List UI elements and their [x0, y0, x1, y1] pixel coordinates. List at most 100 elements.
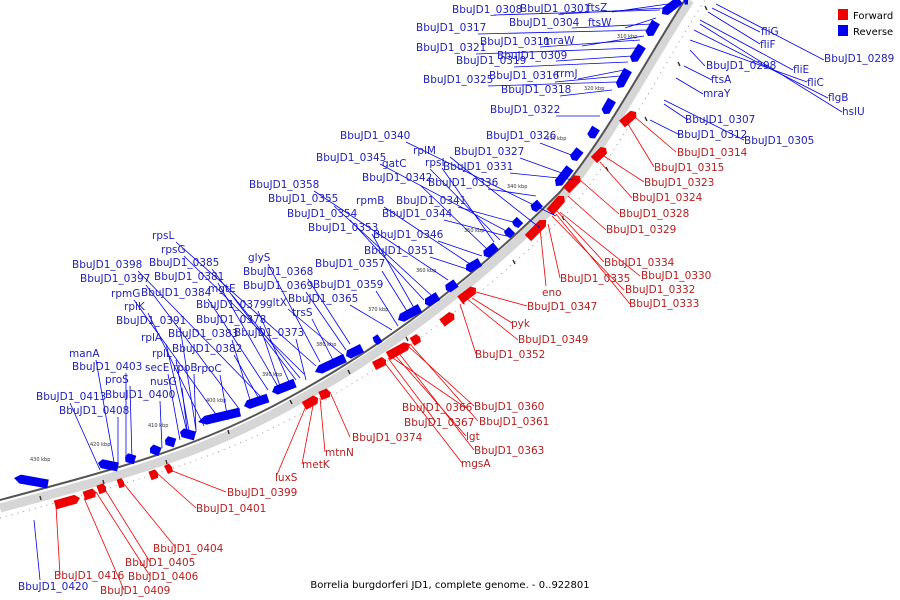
reverse-gene-label[interactable]: BbuJD1_0365	[288, 293, 358, 305]
reverse-gene-label[interactable]: rpsI	[425, 157, 445, 169]
reverse-gene-label[interactable]: BbuJD1_0353	[308, 222, 378, 234]
forward-gene-label[interactable]: BbuJD1_0349	[518, 334, 588, 346]
reverse-gene-arrow[interactable]	[125, 453, 137, 465]
forward-gene-arrow[interactable]	[409, 334, 421, 346]
reverse-gene-label[interactable]: rplK	[124, 301, 146, 313]
reverse-gene-label[interactable]: BbuJD1_0351	[364, 245, 434, 257]
reverse-gene-label[interactable]: BbuJD1_0346	[373, 229, 444, 241]
reverse-gene-label[interactable]: ftsZ	[587, 2, 607, 14]
reverse-gene-label[interactable]: BbuJD1_0311	[480, 36, 550, 48]
forward-gene-label[interactable]: BbuJD1_0363	[474, 445, 544, 457]
forward-gene-label[interactable]: metK	[302, 459, 331, 471]
reverse-gene-label[interactable]: BbuJD1_0368	[243, 266, 313, 278]
forward-gene-label[interactable]: BbuJD1_0374	[352, 432, 423, 444]
forward-gene-arrow[interactable]	[116, 478, 125, 489]
forward-gene-label[interactable]: lgt	[466, 431, 480, 443]
forward-gene-arrow[interactable]	[148, 469, 159, 481]
forward-gene-label[interactable]: mtnN	[325, 447, 354, 459]
reverse-gene-arrow[interactable]	[466, 258, 483, 273]
reverse-gene-label[interactable]: BbuJD1_0331	[443, 161, 513, 173]
reverse-gene-label[interactable]: BbuJD1_0381	[154, 271, 224, 283]
reverse-gene-label[interactable]: BbuJD1_0316	[489, 70, 560, 82]
forward-gene-label[interactable]: eno	[542, 287, 562, 299]
reverse-gene-label[interactable]: BbuJD1_0373	[234, 327, 304, 339]
reverse-gene-label[interactable]: rplL	[152, 348, 172, 360]
forward-gene-label[interactable]: BbuJD1_0360	[474, 401, 544, 413]
forward-gene-label[interactable]: mgsA	[461, 458, 491, 470]
reverse-gene-label[interactable]: trsS	[292, 307, 313, 319]
reverse-gene-arrow[interactable]	[398, 304, 423, 322]
forward-gene-arrow[interactable]	[590, 146, 608, 164]
reverse-gene-label[interactable]: glyS	[248, 252, 271, 264]
reverse-gene-arrow[interactable]	[587, 125, 600, 139]
reverse-gene-label[interactable]: BbuJD1_0397	[80, 273, 150, 285]
forward-gene-arrow[interactable]	[546, 195, 565, 215]
reverse-gene-arrow[interactable]	[165, 436, 177, 448]
reverse-gene-label[interactable]: rpsG	[161, 244, 186, 256]
reverse-gene-label[interactable]: fliE	[793, 64, 809, 76]
reverse-gene-label[interactable]: BbuJD1_0379	[196, 299, 266, 311]
forward-gene-label[interactable]: BbuJD1_0330	[641, 270, 711, 282]
forward-gene-label[interactable]: BbuJD1_0401	[196, 503, 266, 515]
forward-gene-arrow[interactable]	[457, 286, 476, 304]
forward-gene-arrow[interactable]	[318, 388, 330, 401]
reverse-gene-arrow[interactable]	[98, 459, 119, 472]
reverse-gene-label[interactable]: BbuJD1_0357	[315, 258, 385, 270]
reverse-gene-label[interactable]: ftsW	[588, 17, 612, 29]
reverse-gene-label[interactable]: gltX	[266, 297, 287, 309]
reverse-gene-arrow[interactable]	[569, 147, 584, 162]
reverse-gene-label[interactable]: BbuJD1_0383	[168, 328, 238, 340]
reverse-gene-label[interactable]: BbuJD1_0307	[685, 114, 755, 126]
reverse-gene-label[interactable]: fliC	[807, 77, 824, 89]
forward-gene-arrow[interactable]	[371, 357, 386, 371]
reverse-gene-arrow[interactable]	[530, 199, 543, 213]
reverse-gene-label[interactable]: hslU	[842, 106, 865, 118]
reverse-gene-label[interactable]: BbuJD1_0308	[452, 4, 522, 16]
reverse-gene-label[interactable]: BbuJD1_0298	[706, 60, 776, 72]
reverse-gene-label[interactable]: BbuJD1_0321	[416, 42, 486, 54]
reverse-gene-arrow[interactable]	[615, 67, 632, 88]
reverse-gene-label[interactable]: BbuJD1_0355	[268, 193, 338, 205]
reverse-gene-arrow[interactable]	[645, 19, 660, 36]
reverse-gene-arrow[interactable]	[150, 444, 162, 457]
forward-gene-label[interactable]: BbuJD1_0404	[153, 543, 224, 555]
reverse-gene-label[interactable]: rpoB	[173, 362, 198, 374]
forward-gene-label[interactable]: BbuJD1_0352	[475, 349, 545, 361]
reverse-gene-label[interactable]: rplA	[141, 332, 163, 344]
forward-gene-label[interactable]: BbuJD1_0367	[404, 417, 474, 429]
reverse-gene-label[interactable]: BbuJD1_0301	[520, 3, 590, 15]
forward-gene-label[interactable]: BbuJD1_0409	[100, 585, 170, 597]
reverse-gene-label[interactable]: BbuJD1_0382	[172, 343, 242, 355]
reverse-gene-label[interactable]: rrmJ	[556, 68, 578, 80]
forward-gene-label[interactable]: BbuJD1_0332	[625, 284, 695, 296]
reverse-gene-arrow[interactable]	[483, 242, 499, 258]
forward-gene-label[interactable]: BbuJD1_0347	[527, 301, 597, 313]
reverse-gene-label[interactable]: manA	[69, 348, 100, 360]
reverse-gene-label[interactable]: proS	[105, 374, 129, 386]
reverse-gene-label[interactable]: BbuJD1_0336	[428, 177, 499, 189]
forward-gene-arrow[interactable]	[163, 463, 173, 475]
reverse-gene-label[interactable]: BbuJD1_0340	[340, 130, 410, 142]
reverse-gene-label[interactable]: BbuJD1_0318	[501, 84, 571, 96]
reverse-gene-label[interactable]: BbuJD1_0305	[744, 135, 814, 147]
reverse-gene-label[interactable]: BbuJD1_0327	[454, 146, 524, 158]
reverse-gene-arrow[interactable]	[554, 165, 574, 186]
reverse-gene-label[interactable]: gatC	[382, 158, 407, 170]
reverse-gene-label[interactable]: mraW	[543, 35, 575, 47]
reverse-gene-label[interactable]: mgtE	[208, 283, 236, 295]
reverse-gene-label[interactable]: BbuJD1_0391	[116, 315, 186, 327]
reverse-gene-label[interactable]: rplM	[413, 145, 436, 157]
reverse-gene-label[interactable]: BbuJD1_0341	[396, 195, 466, 207]
reverse-gene-label[interactable]: BbuJD1_0403	[72, 361, 142, 373]
reverse-gene-label[interactable]: BbuJD1_0384	[141, 287, 212, 299]
forward-gene-label[interactable]: BbuJD1_0314	[677, 147, 748, 159]
reverse-gene-label[interactable]: BbuJD1_0398	[72, 259, 142, 271]
forward-gene-arrow[interactable]	[385, 342, 410, 360]
reverse-gene-arrow[interactable]	[372, 334, 383, 346]
forward-gene-arrow[interactable]	[439, 312, 455, 327]
forward-gene-label[interactable]: BbuJD1_0324	[632, 192, 703, 204]
forward-gene-arrow[interactable]	[96, 483, 107, 495]
reverse-gene-arrow[interactable]	[601, 97, 616, 114]
reverse-gene-label[interactable]: BbuJD1_0289	[824, 53, 894, 65]
reverse-gene-label[interactable]: nusG	[150, 376, 177, 388]
